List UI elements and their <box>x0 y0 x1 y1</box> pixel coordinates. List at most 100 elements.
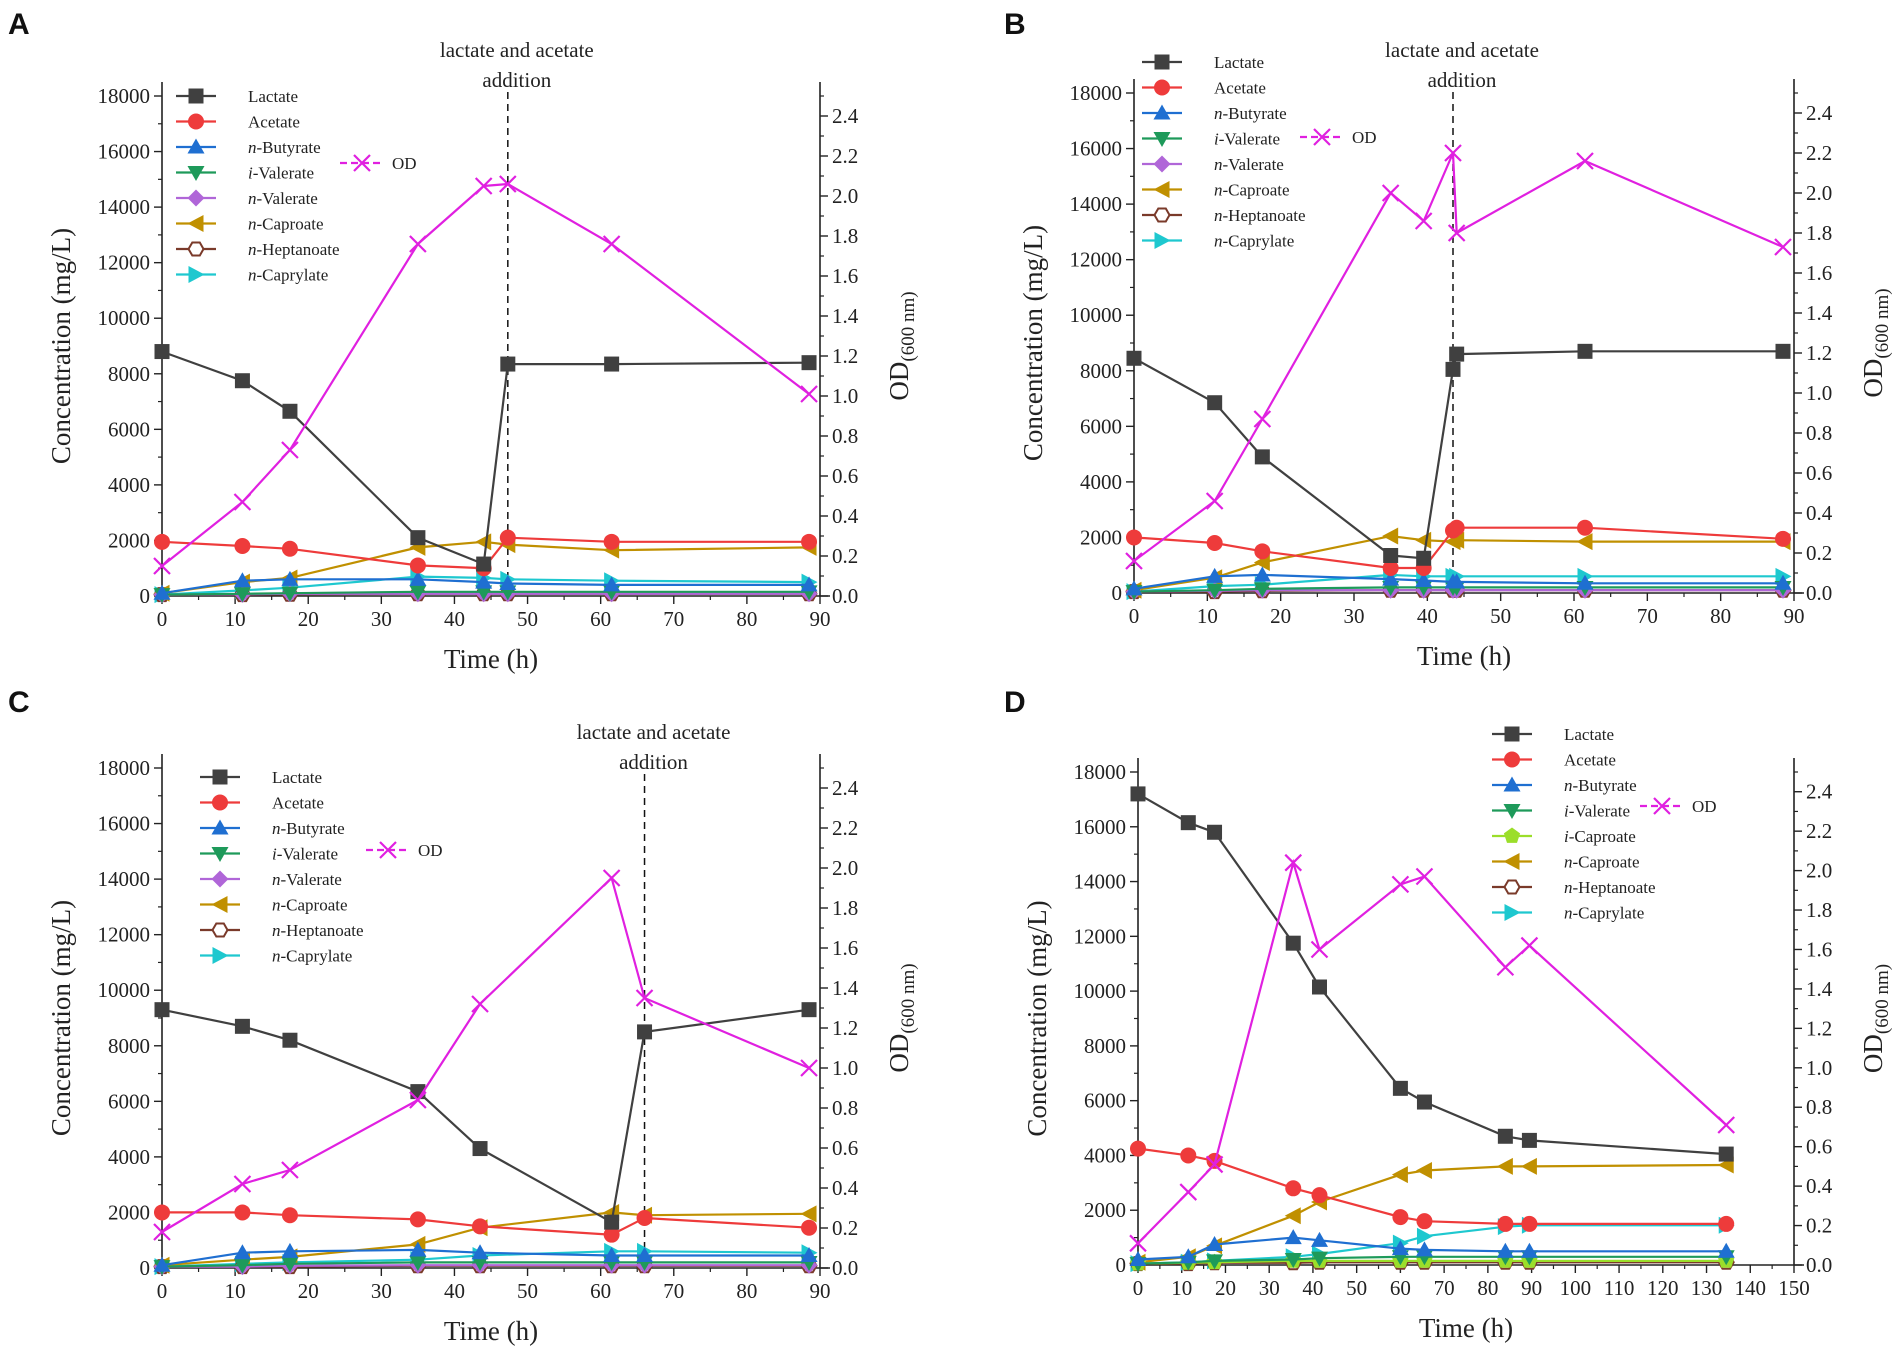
series-line-butyrate <box>1137 1236 1727 1261</box>
x-tick-label: 110 <box>1604 1276 1635 1300</box>
legend-prefix: n <box>272 921 281 940</box>
y2-axis-title: OD(600 nm) <box>1858 964 1893 1073</box>
y2-tick-label: 2.2 <box>1806 141 1832 165</box>
x-tick-label: 140 <box>1735 1276 1767 1300</box>
y2-tick-label: 0.8 <box>1806 421 1832 445</box>
point-acetate <box>801 1219 818 1236</box>
x-tick-label: 80 <box>1710 604 1731 628</box>
legend: LactateAcetaten-Butyratei-Valeraten-Vale… <box>1142 53 1377 251</box>
legend-label-caprylate: n-Caprylate <box>1564 904 1644 923</box>
point-butyrate <box>1253 566 1271 582</box>
legend-marker-od <box>1653 797 1671 815</box>
y-tick-label: 10000 <box>98 978 151 1002</box>
y2-tick-label: 1.6 <box>832 936 858 960</box>
x-tick-label: 10 <box>1197 604 1218 628</box>
legend-prefix: n <box>1214 104 1223 123</box>
series-lactate <box>154 344 817 572</box>
y2-tick-label: 0.6 <box>832 464 858 488</box>
point-acetate <box>801 533 818 550</box>
point-caproate <box>1576 533 1593 551</box>
legend-marker-ivalerate <box>1503 804 1521 819</box>
point-butyrate <box>636 1247 654 1262</box>
y-tick-label: 14000 <box>1074 870 1127 894</box>
y2-title-main: OD <box>1858 1034 1888 1073</box>
x-tick-label: 90 <box>810 607 831 631</box>
point-lactate <box>1577 343 1593 359</box>
y-tick-label: 18000 <box>1074 760 1127 784</box>
point-od <box>281 441 299 459</box>
legend-label-caprylate: n-Caprylate <box>248 266 328 285</box>
point-acetate <box>499 529 516 546</box>
series-line-butyrate <box>161 578 809 595</box>
point-caproate <box>1284 1207 1301 1225</box>
series-lactate <box>1126 343 1791 566</box>
point-lactate <box>500 356 516 372</box>
y2-tick-label: 0.4 <box>1806 501 1833 525</box>
y2-tick-label: 1.0 <box>1806 381 1832 405</box>
point-acetate <box>603 1226 620 1243</box>
point-acetate <box>1180 1147 1197 1164</box>
point-od <box>1414 212 1433 230</box>
point-butyrate <box>603 1247 621 1262</box>
x-tick-label: 50 <box>517 1279 538 1303</box>
y2-title-main: OD <box>884 362 914 401</box>
legend-prefix: n <box>1214 206 1223 225</box>
legend-name: -Valerate <box>253 164 314 183</box>
y-tick-label: 2000 <box>108 1200 150 1224</box>
point-ivalerate <box>1206 1254 1224 1270</box>
x-tick-label: 10 <box>1171 1276 1192 1300</box>
point-od <box>1284 853 1303 872</box>
y2-tick-label: 0.0 <box>832 584 858 608</box>
point-butyrate <box>233 572 251 588</box>
x-tick-label: 20 <box>1215 1276 1236 1300</box>
point-butyrate <box>800 1247 818 1262</box>
x-tick-label: 70 <box>663 1279 684 1303</box>
point-od <box>409 1091 427 1109</box>
y2-tick-label: 2.4 <box>832 776 859 800</box>
legend-name: -Caproate <box>1569 827 1636 846</box>
point-lactate <box>1254 449 1270 465</box>
y2-title-sub: (600 nm) <box>1872 964 1893 1034</box>
legend-label-butyrate: n-Butyrate <box>248 138 321 157</box>
series-caproate <box>1129 1156 1734 1271</box>
legend-marker-caprylate <box>1504 904 1521 921</box>
point-acetate <box>1718 1215 1735 1232</box>
series-line-caprylate <box>161 575 810 596</box>
legend-label-heptanoate: n-Heptanoate <box>1564 878 1656 897</box>
point-butyrate <box>153 1256 171 1272</box>
legend-label-acetate: Acetate <box>1564 751 1616 770</box>
legend-marker-acetate <box>1504 751 1520 768</box>
legend-marker-acetate <box>212 794 228 811</box>
legend-label-ivalerate: i-Valerate <box>1214 130 1280 149</box>
point-ivalerate <box>233 587 251 603</box>
point-od <box>233 1175 252 1193</box>
point-butyrate <box>603 576 621 592</box>
point-od <box>1576 152 1594 170</box>
legend-name: -Caprylate <box>1573 904 1645 923</box>
legend-marker-lactate <box>188 88 204 104</box>
legend-marker-nvalerate <box>187 189 205 207</box>
x-tick-label: 60 <box>590 607 611 631</box>
y-tick-label: 8000 <box>108 1034 150 1058</box>
series-line-lactate <box>161 350 810 566</box>
panel-letter: A <box>8 8 30 41</box>
series-line-butyrate <box>161 1248 809 1267</box>
x-axis-title: Time (h) <box>1419 1313 1513 1343</box>
point-od <box>635 989 654 1007</box>
series-od <box>153 869 818 1241</box>
legend-marker-od <box>1313 128 1331 146</box>
x-tick-label: 0 <box>157 607 168 631</box>
point-lactate <box>1416 550 1432 566</box>
point-butyrate <box>1576 574 1594 590</box>
series-line-lactate <box>1137 792 1727 1156</box>
series-line-acetate <box>1137 1147 1727 1226</box>
point-butyrate <box>153 584 171 600</box>
y2-tick-label: 2.4 <box>1806 780 1833 804</box>
y2-tick-label: 1.6 <box>1806 937 1832 961</box>
point-butyrate <box>1310 1231 1328 1247</box>
point-lactate <box>234 373 250 389</box>
point-lactate <box>476 556 492 572</box>
point-od <box>409 235 427 253</box>
point-butyrate <box>499 575 517 590</box>
y-tick-label: 12000 <box>98 251 151 275</box>
